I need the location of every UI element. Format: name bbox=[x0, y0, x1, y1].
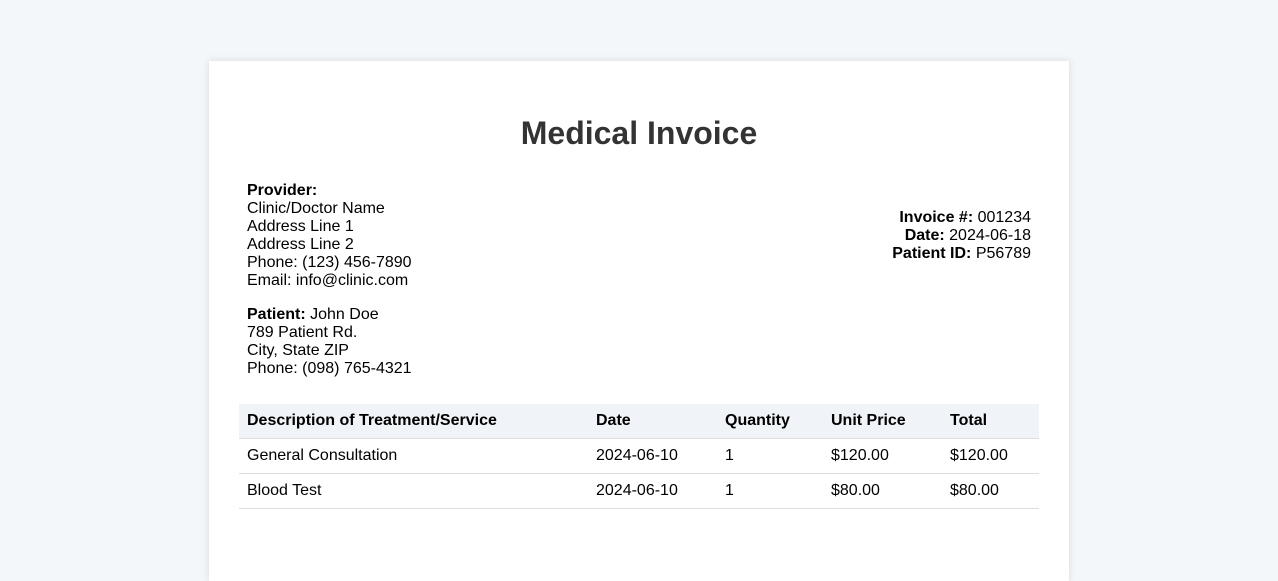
table-row: Blood Test 2024-06-10 1 $80.00 $80.00 bbox=[239, 473, 1039, 509]
header-quantity: Quantity bbox=[717, 404, 823, 439]
invoice-card: Medical Invoice Provider: Clinic/Doctor … bbox=[209, 61, 1069, 581]
provider-line: Address Line 1 bbox=[247, 218, 354, 235]
cell-description: General Consultation bbox=[239, 438, 588, 474]
patient-id: P56789 bbox=[975, 245, 1031, 262]
table-header-row: Description of Treatment/Service Date Qu… bbox=[239, 404, 1039, 439]
cell-unit-price: $80.00 bbox=[823, 473, 942, 509]
header-total: Total bbox=[942, 404, 1039, 439]
provider-line: Clinic/Doctor Name bbox=[247, 200, 385, 217]
page-title: Medical Invoice bbox=[520, 115, 758, 151]
invoice-info: Provider: Clinic/Doctor Name Address Lin… bbox=[239, 182, 1039, 378]
provider-line: Email: info@clinic.com bbox=[247, 272, 409, 289]
provider-label: Provider: bbox=[247, 182, 318, 199]
patient-name: John Doe bbox=[310, 306, 379, 323]
invoice-date: 2024-06-18 bbox=[949, 227, 1031, 244]
provider-line: Phone: (123) 456-7890 bbox=[247, 254, 412, 271]
invoice-number: 001234 bbox=[977, 209, 1031, 226]
invoice-number-label: Invoice #: bbox=[899, 209, 974, 226]
invoice-meta: Invoice #: 001234 Date: 2024-06-18 Patie… bbox=[892, 209, 1031, 263]
cell-quantity: 1 bbox=[717, 473, 823, 509]
cell-quantity: 1 bbox=[717, 438, 823, 474]
patient-line: Phone: (098) 765-4321 bbox=[247, 360, 412, 377]
left-block: Provider: Clinic/Doctor Name Address Lin… bbox=[247, 182, 412, 378]
cell-unit-price: $120.00 bbox=[823, 438, 942, 474]
cell-total: $120.00 bbox=[942, 438, 1039, 474]
services-table: Description of Treatment/Service Date Qu… bbox=[239, 404, 1039, 509]
header-date: Date bbox=[588, 404, 717, 439]
header-description: Description of Treatment/Service bbox=[239, 404, 588, 439]
patient-line: 789 Patient Rd. bbox=[247, 324, 358, 341]
cell-date: 2024-06-10 bbox=[588, 473, 717, 509]
cell-total: $80.00 bbox=[942, 473, 1039, 509]
table-row: General Consultation 2024-06-10 1 $120.0… bbox=[239, 438, 1039, 474]
patient-label: Patient: bbox=[247, 306, 306, 323]
cell-description: Blood Test bbox=[239, 473, 588, 509]
patient-line: City, State ZIP bbox=[247, 342, 349, 359]
patient-block: Patient: John Doe 789 Patient Rd. City, … bbox=[247, 306, 412, 378]
header-unit-price: Unit Price bbox=[823, 404, 942, 439]
provider-line: Address Line 2 bbox=[247, 236, 354, 253]
patient-id-label: Patient ID: bbox=[892, 245, 972, 262]
invoice-date-label: Date: bbox=[904, 227, 945, 244]
cell-date: 2024-06-10 bbox=[588, 438, 717, 474]
provider-block: Provider: Clinic/Doctor Name Address Lin… bbox=[247, 182, 412, 290]
